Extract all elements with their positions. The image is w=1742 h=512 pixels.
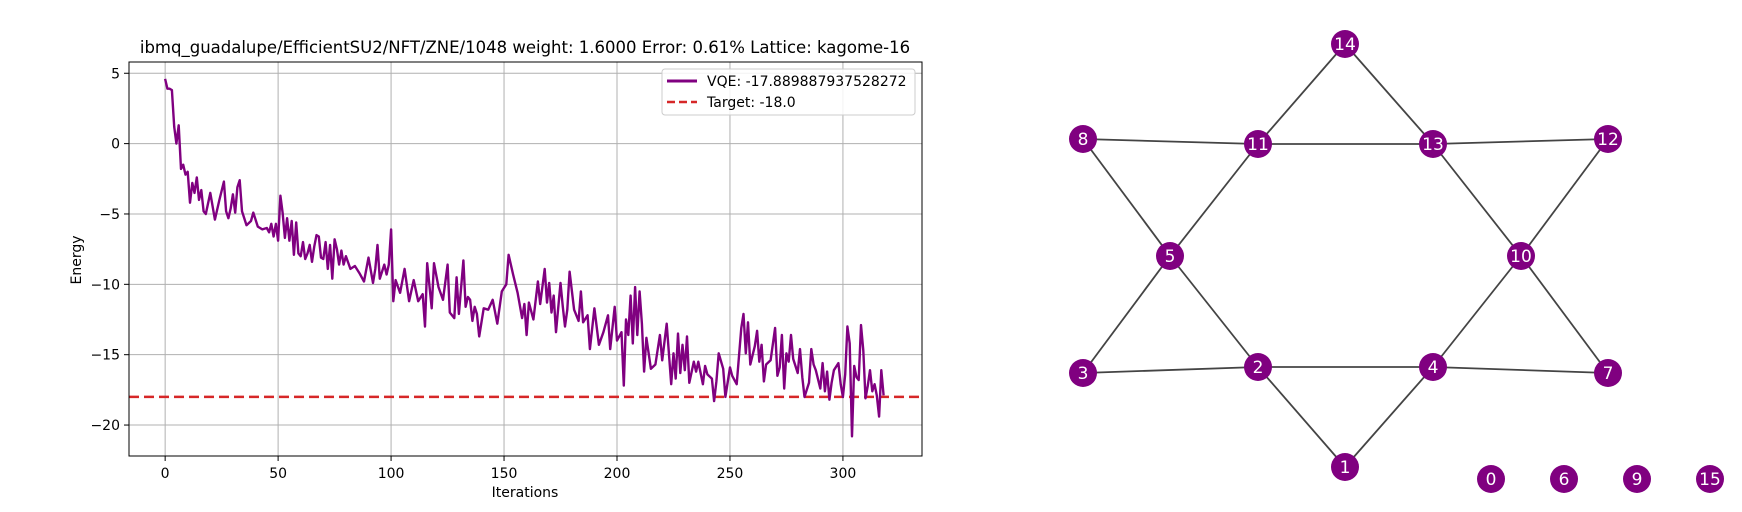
graph-node-8 — [1069, 125, 1097, 153]
graph-edge-13-10 — [1432, 143, 1522, 257]
graph-node-label-6: 6 — [1559, 470, 1570, 490]
graph-edge-4-1 — [1344, 366, 1434, 468]
graph-edge-11-5 — [1169, 143, 1259, 257]
graph-node-5 — [1156, 242, 1184, 270]
graph-node-14 — [1331, 30, 1359, 58]
graph-node-label-2: 2 — [1253, 358, 1264, 378]
x-tick-label: 0 — [161, 466, 170, 482]
graph-node-4 — [1419, 353, 1447, 381]
graph-node-label-14: 14 — [1334, 35, 1356, 55]
graph-node-label-0: 0 — [1486, 470, 1497, 490]
graph-node-label-5: 5 — [1165, 247, 1176, 267]
y-tick-label: −20 — [90, 418, 120, 434]
legend: VQE: -17.889887937528272 Target: -18.0 — [661, 68, 916, 116]
x-axis-ticks: 0 50 100 150 200 250 300 — [161, 456, 857, 482]
graph-edge-5-3 — [1082, 255, 1171, 374]
graph-node-label-8: 8 — [1078, 130, 1089, 150]
graph-node-7 — [1594, 359, 1622, 387]
y-tick-label: 5 — [111, 66, 120, 82]
graph-node-3 — [1069, 359, 1097, 387]
y-tick-label: −15 — [90, 348, 120, 364]
graph-node-1 — [1331, 453, 1359, 481]
graph-edge-10-4 — [1432, 255, 1522, 368]
graph-edge-2-1 — [1257, 366, 1346, 468]
graph-edge-3-2 — [1082, 366, 1259, 374]
y-tick-label: 0 — [111, 137, 120, 153]
graph-node-label-13: 13 — [1422, 135, 1444, 155]
graph-node-label-1: 1 — [1340, 458, 1351, 478]
graph-node-label-9: 9 — [1632, 470, 1643, 490]
graph-node-15 — [1696, 465, 1724, 493]
graph-edge-4-7 — [1432, 366, 1609, 374]
graph-node-9 — [1623, 465, 1651, 493]
plot-area-frame — [128, 61, 923, 457]
graph-edge-5-2 — [1169, 255, 1259, 368]
graph-edge-10-7 — [1520, 255, 1609, 374]
energy-convergence-chart: ibmq_guadalupe/EfficientSU2/NFT/ZNE/1048… — [69, 38, 923, 501]
graph-edge-13-12 — [1432, 138, 1609, 145]
legend-vqe-label: VQE: -17.889887937528272 — [707, 74, 907, 90]
y-tick-label: −5 — [99, 207, 120, 223]
x-tick-label: 100 — [378, 466, 405, 482]
x-tick-label: 50 — [269, 466, 287, 482]
series-layer — [129, 78, 922, 438]
graph-node-2 — [1244, 353, 1272, 381]
graph-edge-8-11 — [1082, 138, 1259, 145]
y-axis-label: Energy — [69, 235, 85, 284]
graph-node-label-15: 15 — [1699, 470, 1721, 490]
graph-node-13 — [1419, 130, 1447, 158]
x-tick-label: 300 — [830, 466, 857, 482]
chart-title: ibmq_guadalupe/EfficientSU2/NFT/ZNE/1048… — [140, 38, 910, 58]
graph-node-label-11: 11 — [1247, 135, 1269, 155]
graph-node-label-4: 4 — [1428, 358, 1439, 378]
graph-edge-14-13 — [1344, 43, 1434, 145]
graph-node-label-10: 10 — [1510, 247, 1532, 267]
x-tick-label: 150 — [491, 466, 518, 482]
graph-edge-14-11 — [1257, 43, 1346, 145]
graph-node-11 — [1244, 130, 1272, 158]
graph-node-label-3: 3 — [1078, 364, 1089, 384]
x-tick-label: 250 — [717, 466, 744, 482]
y-axis-ticks: 5 0 −5 −10 −15 −20 — [90, 66, 129, 434]
graph-edges — [1082, 43, 1609, 468]
graph-node-0 — [1477, 465, 1505, 493]
vqe-energy-line — [163, 78, 885, 438]
graph-edge-8-5 — [1082, 138, 1171, 257]
graph-edge-12-10 — [1520, 138, 1609, 257]
graph-node-12 — [1594, 125, 1622, 153]
x-tick-label: 200 — [604, 466, 631, 482]
graph-node-label-7: 7 — [1603, 364, 1614, 384]
graph-node-10 — [1507, 242, 1535, 270]
graph-node-6 — [1550, 465, 1578, 493]
y-tick-label: −10 — [90, 277, 120, 293]
legend-box — [661, 68, 916, 116]
x-axis-label: Iterations — [492, 485, 559, 501]
graph-node-label-12: 12 — [1597, 130, 1619, 150]
legend-target-label: Target: -18.0 — [706, 95, 796, 111]
